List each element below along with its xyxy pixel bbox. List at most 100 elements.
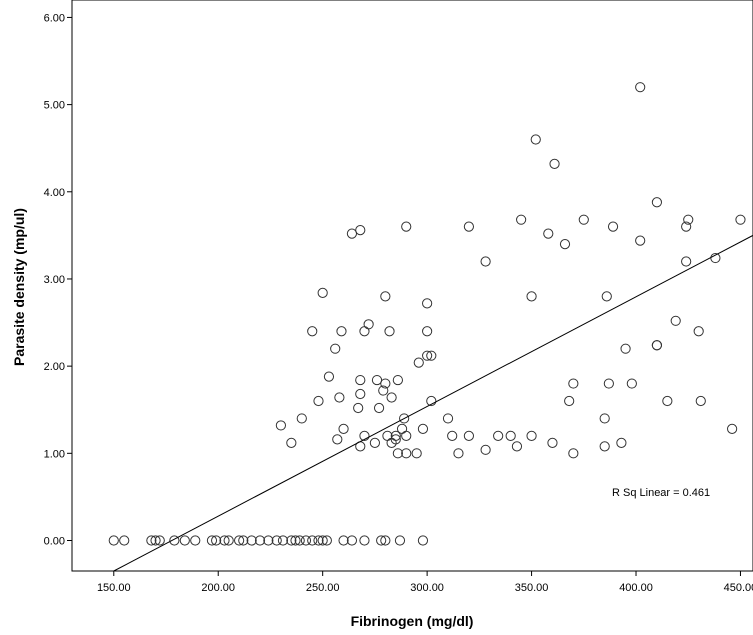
data-point	[422, 326, 433, 337]
data-point	[179, 535, 190, 546]
data-point	[338, 535, 349, 546]
x-tick-label: 200.00	[201, 582, 235, 594]
data-point	[334, 392, 345, 403]
data-point	[530, 134, 541, 145]
data-point	[119, 535, 130, 546]
data-point	[323, 371, 335, 382]
x-tick-label: 150.00	[97, 582, 131, 594]
data-point	[626, 378, 637, 389]
data-point	[355, 225, 366, 236]
data-point	[307, 535, 318, 546]
data-points	[108, 82, 746, 546]
data-point	[277, 535, 289, 546]
data-point	[442, 413, 454, 424]
data-point	[321, 535, 332, 546]
y-axis: 0.00 1.00 2.00 3.00 4.00 5.00 6.00	[44, 12, 72, 547]
data-point	[511, 441, 523, 452]
data-point	[238, 535, 249, 546]
data-point	[330, 343, 341, 354]
data-point	[390, 430, 401, 441]
data-point	[599, 413, 610, 424]
data-point	[426, 395, 437, 407]
data-point	[378, 385, 389, 396]
data-point	[417, 535, 429, 546]
data-point	[390, 434, 401, 445]
data-point	[651, 197, 663, 208]
data-point	[146, 535, 157, 546]
data-point	[346, 535, 358, 546]
data-point	[317, 287, 328, 299]
data-point	[338, 423, 349, 435]
data-point	[271, 535, 282, 546]
data-point	[480, 444, 491, 455]
y-tick-label: 4.00	[44, 187, 65, 199]
data-point	[413, 357, 424, 368]
data-point	[526, 291, 537, 302]
data-point	[313, 395, 324, 407]
data-point	[108, 535, 119, 546]
data-point	[246, 535, 257, 546]
data-point	[206, 535, 218, 546]
data-point	[296, 413, 307, 424]
data-point	[401, 448, 412, 459]
data-point	[505, 430, 516, 441]
data-point	[681, 221, 692, 232]
data-point	[380, 291, 391, 302]
data-point	[417, 423, 429, 435]
data-point	[154, 535, 165, 546]
data-point	[353, 402, 364, 414]
data-point	[616, 437, 627, 448]
data-point	[254, 535, 266, 546]
data-point	[369, 437, 380, 448]
y-tick-label: 5.00	[44, 100, 65, 112]
data-point	[662, 395, 673, 407]
data-point	[392, 374, 403, 386]
data-point	[294, 535, 305, 546]
data-point	[376, 535, 387, 546]
x-tick-label: 450.00	[724, 582, 753, 594]
data-point	[290, 535, 301, 546]
data-point	[578, 214, 589, 225]
data-point	[380, 378, 391, 389]
y-tick-label: 2.00	[44, 361, 65, 373]
data-point	[359, 535, 370, 546]
data-point	[313, 535, 324, 546]
data-point	[426, 350, 437, 361]
data-point	[568, 378, 579, 389]
data-point	[568, 448, 579, 459]
data-point	[399, 413, 410, 424]
y-tick-label: 1.00	[44, 448, 65, 460]
data-point	[234, 535, 245, 546]
data-point	[336, 326, 347, 337]
r-squared-annotation: R Sq Linear = 0.461	[612, 487, 710, 499]
data-point	[735, 214, 746, 225]
x-tick-label: 300.00	[410, 582, 444, 594]
data-point	[286, 437, 297, 448]
data-point	[300, 535, 312, 546]
data-point	[422, 298, 433, 309]
data-point	[275, 420, 286, 431]
data-point	[392, 448, 403, 459]
data-point	[603, 378, 614, 389]
data-point	[607, 221, 619, 232]
data-point	[150, 535, 161, 546]
x-axis-title: Fibrinogen (mg/dl)	[351, 613, 474, 629]
data-point	[190, 535, 201, 546]
data-point	[359, 430, 370, 441]
data-point	[559, 238, 571, 250]
data-point	[169, 535, 180, 546]
data-point	[401, 430, 412, 441]
data-point	[384, 326, 395, 337]
data-point	[493, 430, 504, 441]
data-point	[422, 350, 433, 361]
data-point	[317, 535, 328, 546]
data-point	[635, 235, 646, 246]
data-point	[599, 441, 610, 452]
data-point	[223, 535, 234, 546]
y-tick-label: 6.00	[44, 12, 65, 24]
data-point	[211, 535, 222, 546]
data-point	[463, 221, 475, 232]
data-point	[355, 388, 366, 400]
x-axis: 150.00 200.00 250.00 300.00 350.00 400.00 450.…	[97, 571, 753, 594]
data-point	[394, 535, 406, 546]
